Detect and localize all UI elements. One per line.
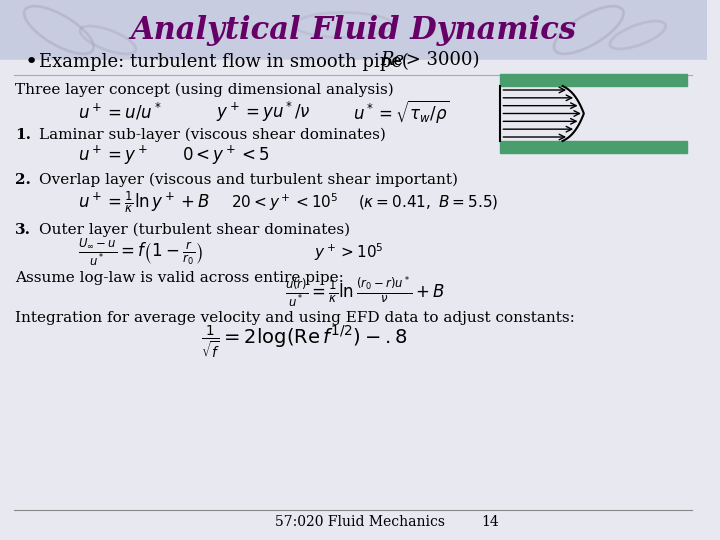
Text: $u^+ = u/u^*$: $u^+ = u/u^*$	[78, 102, 162, 123]
Text: $\frac{1}{\sqrt{f}} = 2\log\!\left(\mathrm{Re}\, f^{1/2}\right) - .8$: $\frac{1}{\sqrt{f}} = 2\log\!\left(\math…	[201, 323, 408, 360]
Text: $\frac{U_\infty - u}{u^*} = f\left(1 - \frac{r}{r_0}\right)$: $\frac{U_\infty - u}{u^*} = f\left(1 - \…	[78, 236, 203, 268]
Text: Laminar sub-layer (viscous shear dominates): Laminar sub-layer (viscous shear dominat…	[40, 128, 386, 142]
Text: $20 < y^+ < 10^5$: $20 < y^+ < 10^5$	[230, 191, 338, 213]
Text: $0 < y^+ < 5$: $0 < y^+ < 5$	[181, 143, 269, 167]
Text: $u^+ = \frac{1}{\kappa}\ln y^+ + B$: $u^+ = \frac{1}{\kappa}\ln y^+ + B$	[78, 190, 211, 215]
Text: 2.: 2.	[14, 173, 30, 187]
Text: $y^+ > 10^5$: $y^+ > 10^5$	[314, 241, 384, 263]
Text: Three layer concept (using dimensional analysis): Three layer concept (using dimensional a…	[14, 83, 393, 97]
Bar	[0, 60, 706, 540]
Text: 1.: 1.	[14, 128, 31, 142]
Text: Integration for average velocity and using EFD data to adjust constants:: Integration for average velocity and usi…	[14, 311, 575, 325]
Text: 3.: 3.	[14, 223, 31, 237]
Text: Example: turbulent flow in smooth pipe(: Example: turbulent flow in smooth pipe(	[40, 53, 409, 71]
Text: 57:020 Fluid Mechanics: 57:020 Fluid Mechanics	[275, 515, 445, 529]
Bar	[500, 141, 687, 153]
Text: $y^+ = yu^*/\nu$: $y^+ = yu^*/\nu$	[216, 100, 310, 124]
Text: > 3000): > 3000)	[400, 51, 480, 69]
Text: •: •	[24, 52, 37, 72]
Text: $u^* = \sqrt{\tau_w/\rho}$: $u^* = \sqrt{\tau_w/\rho}$	[354, 98, 450, 125]
Text: $(\kappa=0.41,\ B=5.5)$: $(\kappa=0.41,\ B=5.5)$	[358, 193, 498, 211]
Text: Overlap layer (viscous and turbulent shear important): Overlap layer (viscous and turbulent she…	[40, 173, 458, 187]
Text: Re: Re	[381, 51, 405, 69]
Text: Outer layer (turbulent shear dominates): Outer layer (turbulent shear dominates)	[40, 223, 351, 237]
Text: Assume log-law is valid across entire pipe:: Assume log-law is valid across entire pi…	[14, 271, 343, 285]
Text: $\frac{u(r)}{u^*} = \frac{1}{\kappa}\ln\frac{(r_0-r)u^*}{\nu} + B$: $\frac{u(r)}{u^*} = \frac{1}{\kappa}\ln\…	[284, 274, 444, 309]
Text: Analytical Fluid Dynamics: Analytical Fluid Dynamics	[130, 15, 576, 45]
Text: 14: 14	[481, 515, 498, 529]
Bar	[0, 0, 706, 60]
Bar	[500, 74, 687, 86]
Text: $u^+ = y^+$: $u^+ = y^+$	[78, 143, 148, 167]
